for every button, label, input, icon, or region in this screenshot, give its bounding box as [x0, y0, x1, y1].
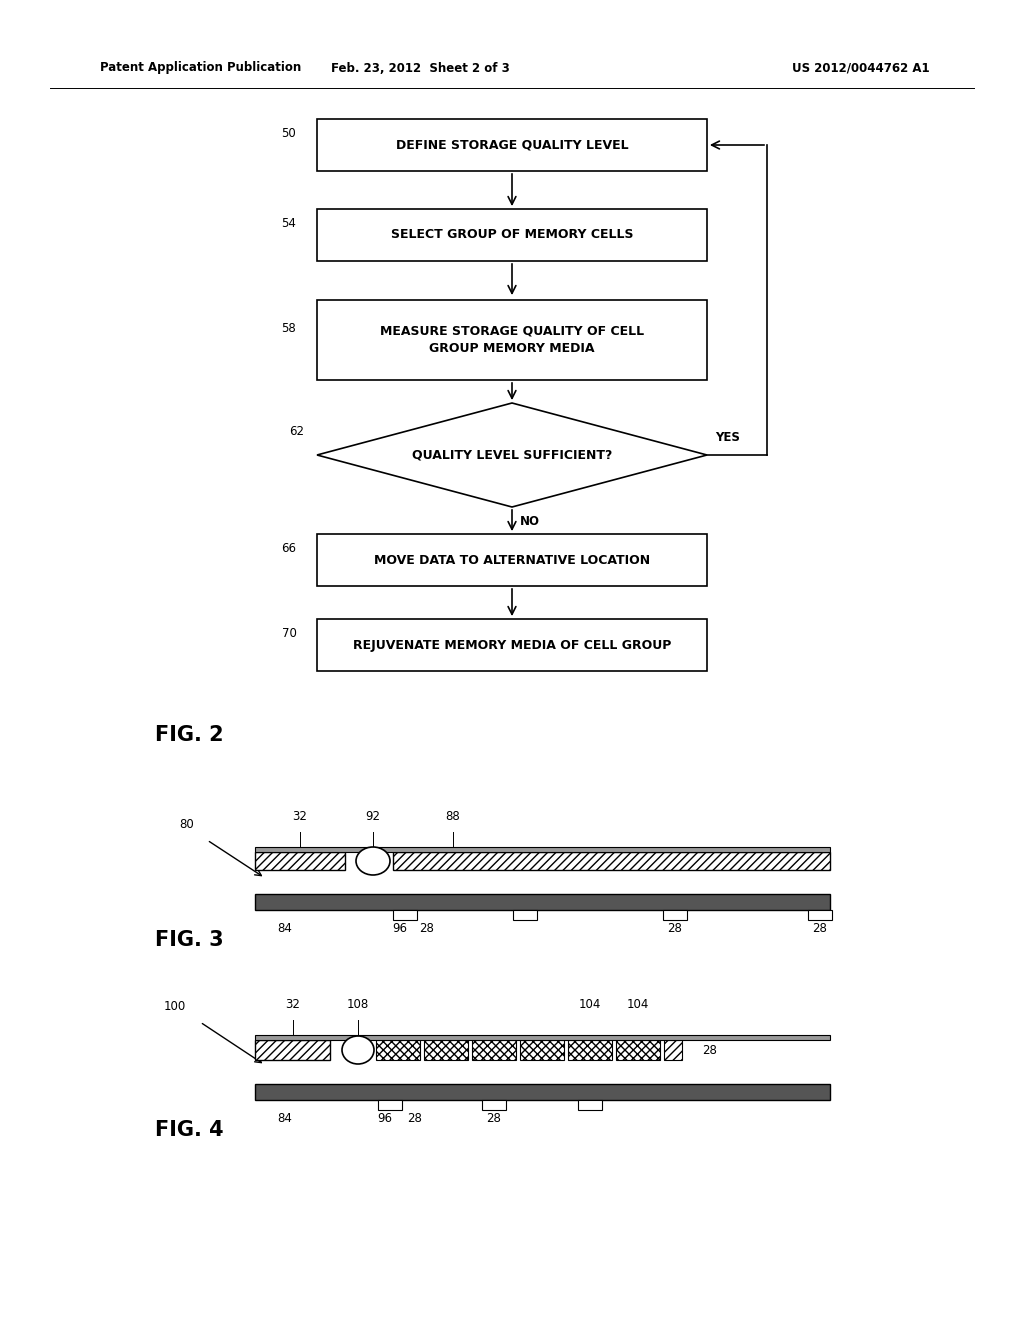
Bar	[808, 909, 831, 920]
Bar	[568, 1040, 612, 1060]
Bar	[616, 1040, 660, 1060]
Text: FIG. 2: FIG. 2	[155, 725, 223, 744]
Text: MOVE DATA TO ALTERNATIVE LOCATION: MOVE DATA TO ALTERNATIVE LOCATION	[374, 553, 650, 566]
Text: FIG. 3: FIG. 3	[155, 931, 223, 950]
Text: REJUVENATE MEMORY MEDIA OF CELL GROUP: REJUVENATE MEMORY MEDIA OF CELL GROUP	[353, 639, 671, 652]
Text: 54: 54	[282, 216, 296, 230]
Text: 28: 28	[668, 921, 682, 935]
Text: YES: YES	[715, 432, 740, 444]
Text: Patent Application Publication: Patent Application Publication	[100, 62, 301, 74]
Text: MEASURE STORAGE QUALITY OF CELL
GROUP MEMORY MEDIA: MEASURE STORAGE QUALITY OF CELL GROUP ME…	[380, 325, 644, 355]
Text: 28: 28	[408, 1111, 423, 1125]
Ellipse shape	[342, 1036, 374, 1064]
Polygon shape	[317, 403, 707, 507]
Bar	[255, 894, 830, 909]
Text: 96: 96	[392, 921, 408, 935]
Bar	[376, 1040, 420, 1060]
Bar	[520, 1040, 564, 1060]
Text: 32: 32	[293, 810, 307, 822]
Bar	[424, 1040, 468, 1060]
Text: QUALITY LEVEL SUFFICIENT?: QUALITY LEVEL SUFFICIENT?	[412, 449, 612, 462]
Bar	[317, 619, 707, 671]
Text: 28: 28	[486, 1111, 502, 1125]
Text: NO: NO	[520, 515, 540, 528]
Bar	[393, 851, 830, 870]
Bar	[317, 300, 707, 380]
Text: 32: 32	[286, 998, 300, 1011]
Bar	[482, 1100, 506, 1110]
Text: 28: 28	[702, 1044, 717, 1056]
Text: 58: 58	[282, 322, 296, 335]
Text: Feb. 23, 2012  Sheet 2 of 3: Feb. 23, 2012 Sheet 2 of 3	[331, 62, 509, 74]
Bar	[255, 1035, 830, 1040]
Text: 100: 100	[164, 1001, 186, 1012]
Text: 28: 28	[813, 921, 827, 935]
Text: 104: 104	[627, 998, 649, 1011]
Text: 50: 50	[282, 127, 296, 140]
Text: 84: 84	[278, 921, 293, 935]
Text: 80: 80	[179, 818, 195, 832]
Bar	[255, 1040, 330, 1060]
Bar	[663, 909, 687, 920]
Text: 62: 62	[290, 425, 304, 438]
Bar	[472, 1040, 516, 1060]
Ellipse shape	[356, 847, 390, 875]
Text: 70: 70	[282, 627, 296, 640]
Bar	[317, 209, 707, 261]
Bar	[664, 1040, 682, 1060]
Text: 104: 104	[579, 998, 601, 1011]
Bar	[317, 535, 707, 586]
Bar	[255, 847, 830, 851]
Text: DEFINE STORAGE QUALITY LEVEL: DEFINE STORAGE QUALITY LEVEL	[395, 139, 629, 152]
Text: SELECT GROUP OF MEMORY CELLS: SELECT GROUP OF MEMORY CELLS	[391, 228, 633, 242]
Bar	[378, 1100, 402, 1110]
Bar	[513, 909, 537, 920]
Bar	[255, 851, 345, 870]
Text: 92: 92	[366, 810, 381, 822]
Text: 66: 66	[282, 543, 297, 554]
Text: 88: 88	[445, 810, 461, 822]
Text: FIG. 4: FIG. 4	[155, 1119, 223, 1140]
Text: 84: 84	[278, 1111, 293, 1125]
Bar	[393, 909, 417, 920]
Bar	[578, 1100, 602, 1110]
Bar	[255, 1084, 830, 1100]
Bar	[317, 119, 707, 172]
Text: 28: 28	[420, 921, 434, 935]
Text: 96: 96	[378, 1111, 392, 1125]
Text: 108: 108	[347, 998, 369, 1011]
Text: US 2012/0044762 A1: US 2012/0044762 A1	[793, 62, 930, 74]
